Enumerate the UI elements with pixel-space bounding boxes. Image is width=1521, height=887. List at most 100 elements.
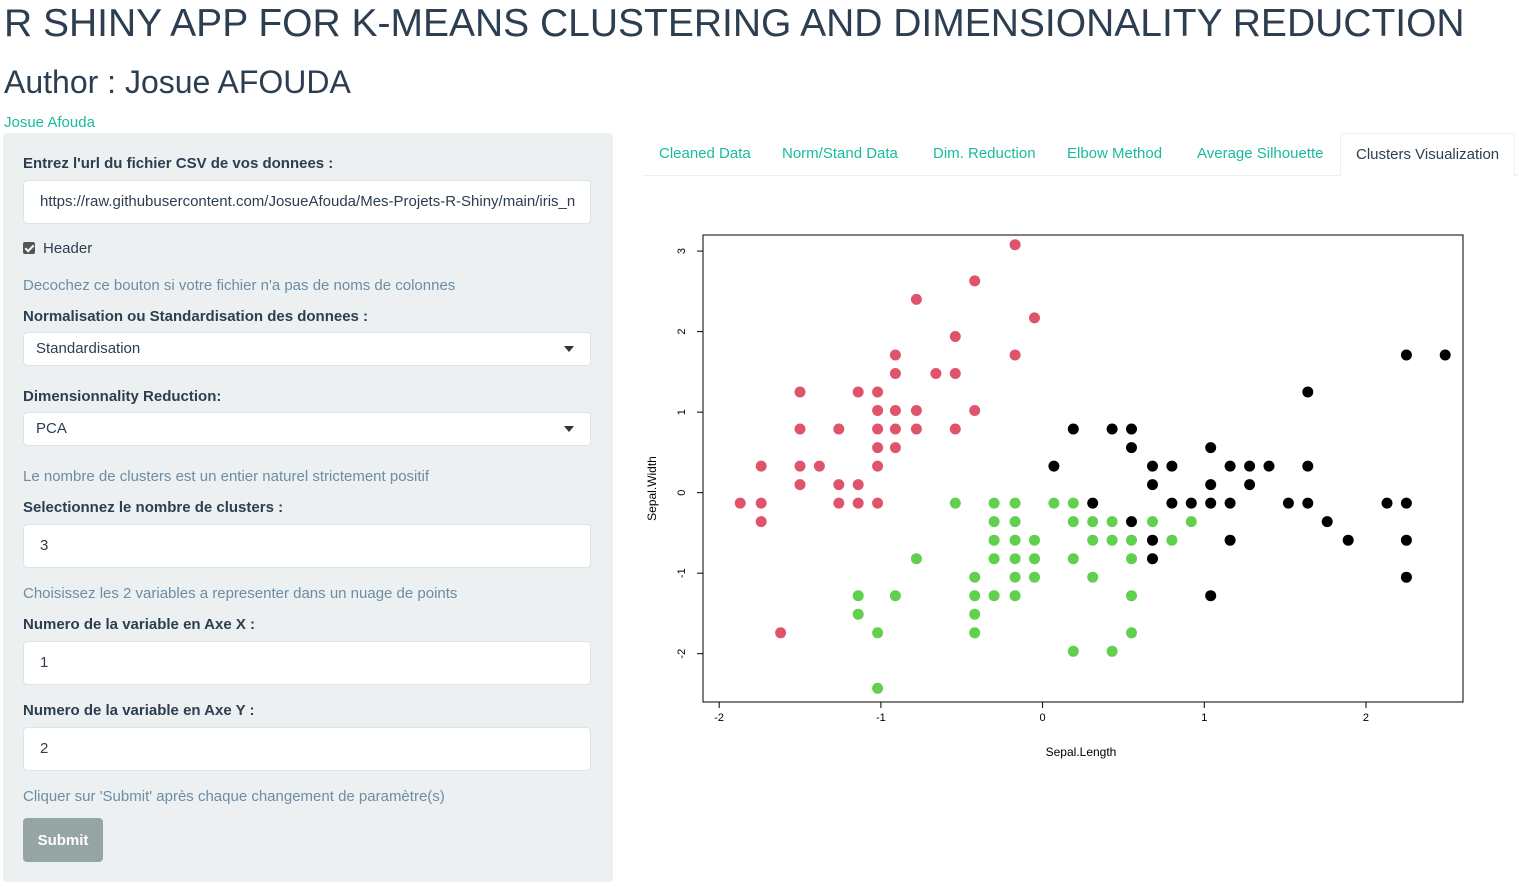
cluster-1-point: [833, 423, 845, 435]
cluster-3-point: [1244, 479, 1256, 491]
x-tick-label: 2: [1363, 712, 1369, 724]
cluster-3-point: [1302, 386, 1314, 398]
norm-label: Normalisation ou Standardisation des don…: [23, 308, 369, 325]
cluster-3-point: [1147, 460, 1158, 472]
cluster-2-point: [910, 553, 922, 565]
submit-button[interactable]: Submit: [23, 818, 103, 862]
clusters-scatter-plot: -2 -1 0 1 2 -2 -1 0 1 2 3 Sepal.Length Sepal.Width: [645, 234, 1464, 759]
dimred-label: Dimensionnality Reduction:: [23, 388, 222, 405]
cluster-1-point: [949, 368, 961, 379]
cluster-2-point: [1147, 516, 1158, 528]
cluster-2-point: [1067, 645, 1079, 657]
cluster-2-point: [1029, 571, 1040, 583]
checkbox-checked-icon[interactable]: [23, 242, 35, 254]
tab-cleaned-data[interactable]: Cleaned Data: [659, 145, 751, 162]
tab-dim-reduction[interactable]: Dim. Reduction: [933, 145, 1036, 162]
cluster-2-point: [1126, 534, 1137, 546]
cluster-3-point: [1205, 479, 1217, 491]
cluster-1-point: [872, 460, 884, 472]
y-var-input[interactable]: 2: [23, 727, 591, 771]
y-var-label: Numero de la variable en Axe Y :: [23, 702, 255, 719]
author-link[interactable]: Josue Afouda: [4, 114, 95, 131]
cluster-2-point: [969, 608, 981, 620]
cluster-2-point: [969, 627, 981, 639]
cluster-2-point: [1009, 497, 1021, 509]
cluster-1-point: [833, 479, 845, 491]
cluster-3-point: [1400, 349, 1412, 361]
clusters-help-text: Le nombre de clusters est un entier natu…: [23, 468, 430, 485]
url-input[interactable]: https://raw.githubusercontent.com/JosueA…: [23, 180, 591, 224]
url-label: Entrez l'url du fichier CSV de vos donne…: [23, 155, 334, 172]
cluster-3-point: [1302, 497, 1314, 509]
cluster-2-point: [1185, 516, 1197, 528]
cluster-3-point: [1067, 423, 1079, 435]
y-axis-label: Sepal.Width: [645, 456, 659, 521]
cluster-3-point: [1244, 460, 1256, 472]
cluster-1-point: [794, 460, 806, 472]
cluster-2-point: [872, 627, 884, 639]
cluster-2-point: [1106, 516, 1118, 528]
y-tick-label: 0: [676, 490, 688, 496]
cluster-1-point: [794, 386, 806, 398]
cluster-3-point: [1282, 497, 1294, 509]
cluster-2-point: [1126, 590, 1137, 602]
y-tick-label: -2: [676, 649, 688, 659]
x-tick-label: 0: [1040, 712, 1046, 724]
cluster-3-point: [1166, 460, 1178, 472]
cluster-2-point: [852, 590, 864, 602]
cluster-2-point: [1009, 571, 1021, 583]
header-checkbox-row[interactable]: Header: [23, 240, 92, 257]
clusters-input[interactable]: 3: [23, 524, 591, 568]
cluster-2-point: [988, 516, 1000, 528]
author-heading: Author : Josue AFOUDA: [4, 64, 351, 100]
tab-clusters-visualization[interactable]: Clusters Visualization: [1340, 133, 1516, 176]
cluster-1-point: [910, 405, 922, 416]
cluster-3-point: [1185, 497, 1197, 509]
cluster-2-point: [1009, 516, 1021, 528]
cluster-2-point: [1106, 645, 1118, 657]
cluster-2-point: [1067, 553, 1079, 565]
x-var-input[interactable]: 1: [23, 641, 591, 685]
cluster-3-point: [1400, 497, 1412, 509]
cluster-2-point: [969, 571, 981, 583]
cluster-1-point: [755, 516, 767, 528]
cluster-1-point: [949, 331, 961, 342]
cluster-1-point: [813, 460, 825, 472]
cluster-3-point: [1205, 497, 1217, 509]
tab-elbow-method[interactable]: Elbow Method: [1067, 145, 1163, 162]
cluster-1-point: [969, 275, 981, 287]
cluster-2-point: [1048, 497, 1060, 509]
cluster-1-point: [872, 497, 884, 509]
cluster-1-point: [1009, 349, 1021, 361]
cluster-3-point: [1048, 460, 1060, 472]
cluster-3-point: [1147, 534, 1158, 546]
cluster-2-point: [1166, 534, 1178, 546]
cluster-3-point: [1126, 442, 1137, 454]
cluster-3-point: [1224, 460, 1236, 472]
cluster-3-point: [1147, 553, 1158, 565]
tab-bar: Cleaned Data Norm/Stand Data Dim. Reduct…: [643, 133, 1518, 176]
cluster-3-point: [1263, 460, 1275, 472]
cluster-2-point: [1126, 553, 1137, 565]
cluster-1-point: [833, 497, 845, 509]
cluster-3-point: [1400, 571, 1412, 583]
cluster-1-point: [889, 405, 901, 416]
cluster-1-point: [889, 368, 901, 379]
cluster-2-point: [1087, 516, 1099, 528]
norm-select[interactable]: Standardisation: [23, 332, 591, 366]
dimred-select[interactable]: PCA: [23, 412, 591, 446]
tab-norm-stand-data[interactable]: Norm/Stand Data: [782, 145, 898, 162]
cluster-3-point: [1224, 497, 1236, 509]
dimred-select-value: PCA: [36, 420, 67, 437]
cluster-1-point: [1029, 312, 1040, 324]
tab-average-silhouette[interactable]: Average Silhouette: [1197, 145, 1324, 162]
cluster-2-point: [1067, 516, 1079, 528]
header-help-text: Decochez ce bouton si votre fichier n'a …: [23, 277, 456, 294]
y-tick-label: 3: [676, 248, 688, 254]
cluster-2-point: [1009, 553, 1021, 565]
y-tick-label: 1: [676, 409, 688, 415]
cluster-2-point: [988, 553, 1000, 565]
cluster-3-point: [1147, 479, 1158, 491]
x-tick-label: -1: [876, 712, 886, 724]
cluster-2-point: [1067, 497, 1079, 509]
